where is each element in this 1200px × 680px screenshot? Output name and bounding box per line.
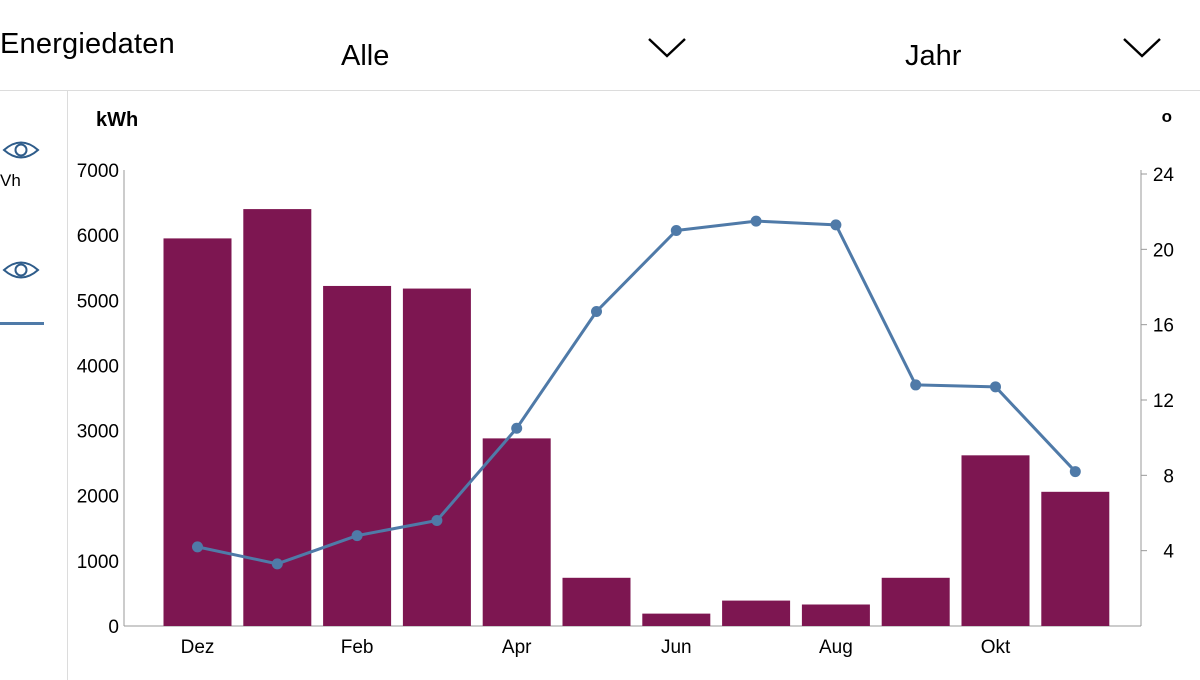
line-point-10 xyxy=(990,381,1001,393)
bar-7 xyxy=(722,600,791,626)
bar-8 xyxy=(801,604,870,626)
line-point-9 xyxy=(910,379,922,391)
header-bar: Energiedaten Alle Jahr xyxy=(0,0,1200,91)
chevron-down-icon[interactable] xyxy=(1122,36,1162,60)
y2-tick-label-4: 20 xyxy=(1153,240,1174,261)
line-point-3 xyxy=(431,515,443,527)
x-tick-label-8: Aug xyxy=(819,637,853,658)
x-tick-label-6: Jun xyxy=(661,637,692,658)
legend-series1-label: Vh xyxy=(0,171,21,190)
y2-tick-label-5: 24 xyxy=(1153,165,1175,186)
line-point-8 xyxy=(830,219,842,231)
line-series xyxy=(197,219,1077,566)
legend-sidebar: Vh xyxy=(0,91,68,680)
line-point-1 xyxy=(271,558,283,570)
y-tick-label-3: 3000 xyxy=(77,422,119,443)
x-tick-label-2: Feb xyxy=(341,637,374,658)
filter-dropdown-value[interactable]: Alle xyxy=(341,40,390,72)
y-tick-label-1: 1000 xyxy=(77,552,119,573)
y2-tick-label-0: 4 xyxy=(1163,542,1174,563)
y-tick-label-0: 0 xyxy=(108,617,119,638)
eye-icon[interactable] xyxy=(2,257,40,283)
y2-axis-label: o xyxy=(1162,107,1172,126)
bar-5 xyxy=(562,577,631,626)
y-tick-label-4: 4000 xyxy=(77,356,119,377)
y-axis-label: kWh xyxy=(96,109,138,131)
bar-3 xyxy=(402,288,471,626)
y2-tick-label-2: 12 xyxy=(1153,391,1174,412)
bar-6 xyxy=(642,613,711,626)
line-point-2 xyxy=(351,530,363,542)
bar-2 xyxy=(323,285,392,626)
page-title: Energiedaten xyxy=(0,28,175,60)
legend-line-swatch xyxy=(0,322,44,325)
x-tick-label-10: Okt xyxy=(981,637,1011,658)
line-point-4 xyxy=(511,422,523,434)
line-point-11 xyxy=(1069,466,1081,478)
bar-0 xyxy=(163,238,232,626)
y-tick-label-5: 5000 xyxy=(77,291,119,312)
line-point-5 xyxy=(591,305,602,317)
bar-9 xyxy=(881,577,950,626)
x-tick-label-0: Dez xyxy=(181,637,215,658)
y-tick-label-6: 6000 xyxy=(77,226,119,247)
period-dropdown-value[interactable]: Jahr xyxy=(905,40,962,72)
chevron-down-icon[interactable] xyxy=(647,36,687,60)
line-point-0 xyxy=(192,541,203,553)
bar-4 xyxy=(482,438,551,626)
bar-11 xyxy=(1041,491,1110,626)
x-tick-label-4: Apr xyxy=(502,637,532,658)
eye-icon[interactable] xyxy=(2,137,40,163)
y2-tick-label-3: 16 xyxy=(1153,316,1174,337)
bar-10 xyxy=(961,455,1030,626)
y2-tick-label-1: 8 xyxy=(1163,466,1174,487)
y-tick-label-7: 7000 xyxy=(77,161,119,182)
line-point-7 xyxy=(750,215,762,227)
y-tick-label-2: 2000 xyxy=(77,487,119,508)
line-point-6 xyxy=(670,225,682,236)
